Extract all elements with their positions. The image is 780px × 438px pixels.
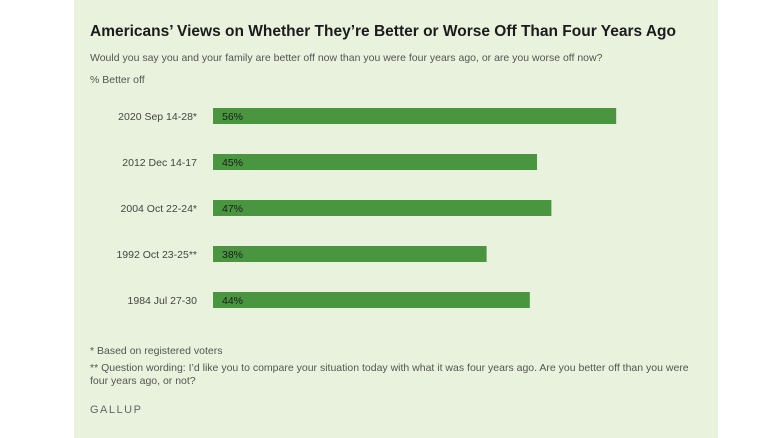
category-label: 2004 Oct 22-24* bbox=[121, 203, 197, 215]
chart-subtitle: Would you say you and your family are be… bbox=[90, 52, 603, 64]
gallup-logo: GALLUP bbox=[90, 404, 143, 416]
measure-label: % Better off bbox=[90, 74, 145, 86]
bar bbox=[213, 246, 487, 262]
question-wording-note: ** Question wording: I’d like you to com… bbox=[90, 362, 689, 387]
value-label: 47% bbox=[222, 203, 243, 215]
value-label: 45% bbox=[222, 157, 243, 169]
category-label: 1992 Oct 23-25** bbox=[116, 249, 197, 261]
bar-chart: 2020 Sep 14-28* 56% 2012 Dec 14-17 45% 2004 … bbox=[116, 108, 617, 308]
value-label: 38% bbox=[222, 249, 243, 261]
bar bbox=[213, 108, 617, 124]
bar bbox=[213, 154, 537, 170]
chart-title: Americans’ Views on Whether They’re Bett… bbox=[90, 23, 676, 40]
category-label: 2012 Dec 14-17 bbox=[122, 157, 197, 169]
chart-panel: Americans’ Views on Whether They’re Bett… bbox=[74, 0, 718, 438]
bar bbox=[213, 200, 552, 216]
bar bbox=[213, 292, 530, 308]
category-label: 1984 Jul 27-30 bbox=[128, 295, 198, 307]
registered-voters-note: * Based on registered voters bbox=[90, 345, 223, 357]
category-label: 2020 Sep 14-28* bbox=[118, 111, 197, 123]
value-label: 56% bbox=[222, 111, 243, 123]
value-label: 44% bbox=[222, 295, 243, 307]
